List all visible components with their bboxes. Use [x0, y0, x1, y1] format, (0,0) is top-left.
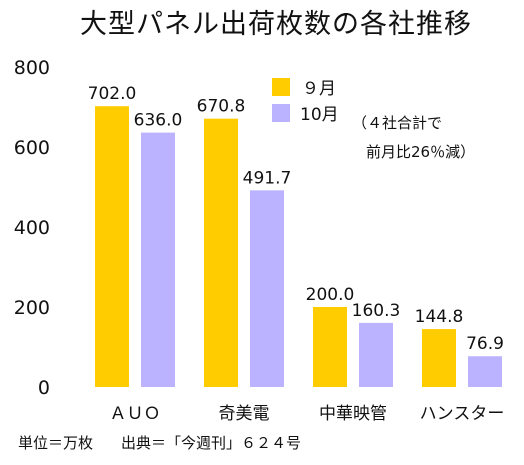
y-tick-label: 600 — [14, 137, 50, 159]
y-tick-label: 400 — [14, 217, 50, 239]
annotation-line: 前月比26％減） — [366, 143, 475, 161]
y-tick-label: 0 — [38, 377, 50, 399]
bar — [422, 329, 456, 387]
bar — [204, 118, 238, 388]
data-label: 200.0 — [306, 285, 355, 305]
x-tick-label: ハンスター — [420, 404, 505, 424]
unit-note: 単位＝万枚 — [18, 434, 94, 452]
data-label: 160.3 — [352, 301, 401, 321]
bar — [250, 190, 284, 387]
bar — [141, 132, 175, 387]
data-label: 144.8 — [415, 307, 464, 327]
y-tick-label: 800 — [14, 57, 50, 79]
bar — [95, 106, 129, 387]
x-tick-label: ＡＵＯ — [110, 404, 161, 424]
legend-swatch — [272, 104, 290, 122]
axes: 0 200 400 600 800 ＡＵＯ 奇美電 中華映管 ハンスター — [14, 57, 505, 424]
source-note: 出典＝「今週刊」６２４号 — [121, 434, 302, 452]
legend-swatch — [272, 78, 290, 96]
legend-label: ９月 — [302, 79, 336, 99]
data-label: 702.0 — [88, 84, 137, 104]
bar — [313, 307, 347, 387]
annotation-line: （４社合計で — [352, 114, 442, 132]
bar — [359, 322, 393, 387]
y-tick-label: 200 — [14, 297, 50, 319]
data-label: 76.9 — [466, 334, 504, 354]
x-tick-label: 中華映管 — [319, 404, 387, 424]
chart-title: 大型パネル出荷枚数の各社推移 — [80, 9, 472, 40]
bar — [468, 356, 502, 387]
data-label: 670.8 — [197, 97, 246, 117]
x-tick-label: 奇美電 — [219, 404, 270, 424]
data-label: 636.0 — [134, 111, 183, 131]
data-label: 491.7 — [243, 168, 292, 188]
legend-label: 10月 — [300, 105, 339, 125]
footer: 単位＝万枚 出典＝「今週刊」６２４号 — [18, 432, 301, 453]
